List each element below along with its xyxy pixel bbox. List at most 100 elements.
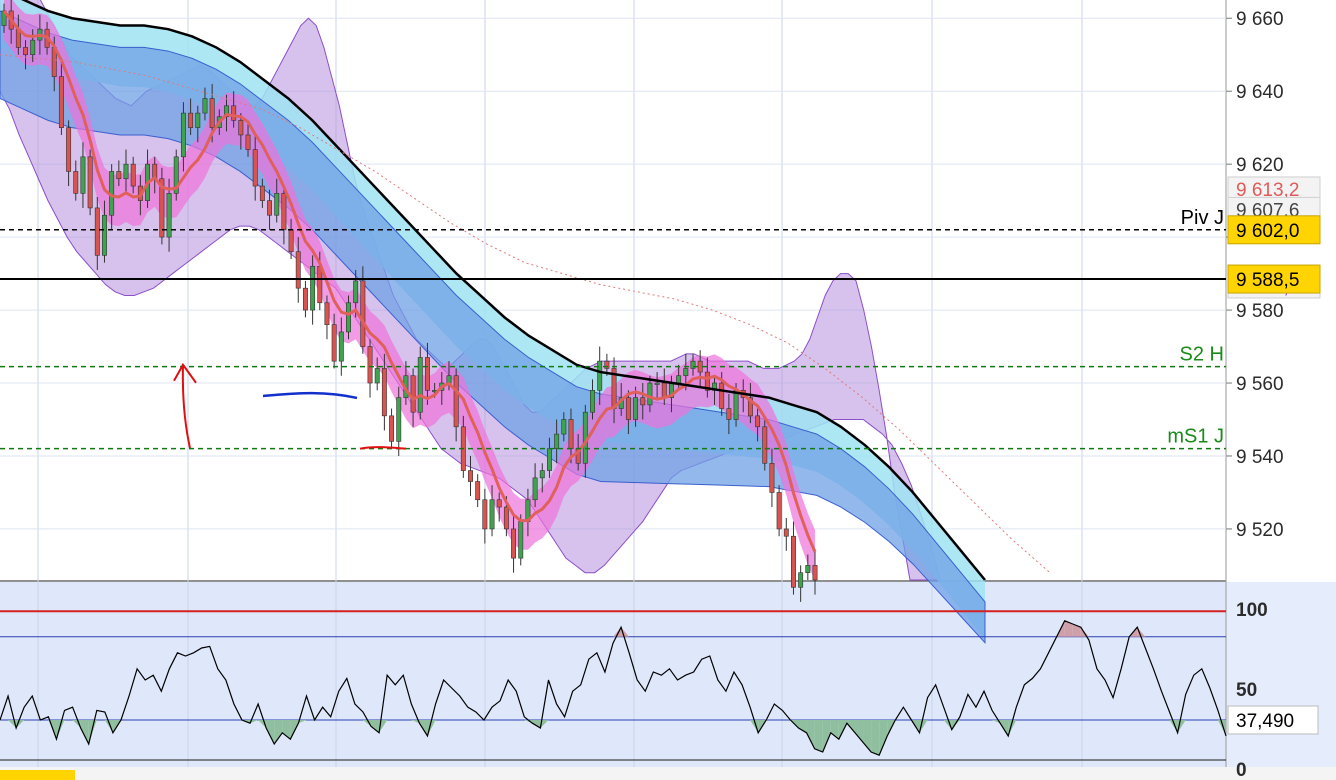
candle-body-94	[676, 375, 682, 384]
candle-body-4	[30, 39, 36, 56]
osc-low-fill-48	[379, 720, 388, 733]
osc-low-fill-67	[532, 720, 541, 728]
candle-body-92	[661, 382, 667, 398]
candle-body-67	[482, 499, 488, 530]
osc-last-value-box	[1227, 705, 1319, 735]
price-tick-label-1: 9 640	[1236, 82, 1284, 103]
candle-body-108	[776, 492, 782, 530]
price-tick-label-7: 9 520	[1236, 520, 1284, 541]
candle-body-76	[546, 448, 552, 471]
oscillator-line	[0, 620, 1227, 756]
candle-body-112	[805, 565, 811, 574]
candle-body-83	[597, 360, 603, 391]
candle-body-22	[159, 178, 165, 238]
candle-body-9	[66, 127, 72, 172]
osc-low-fill-35	[274, 720, 283, 744]
candle-body-113	[812, 565, 818, 581]
candle-body-12	[87, 156, 93, 209]
band-cyan	[0, 0, 985, 640]
price-tick-label-2: 9 620	[1236, 155, 1284, 176]
osc-low-fill-110	[879, 720, 888, 756]
level-tag-label-1: 9 588,5	[1236, 270, 1299, 291]
osc-low-fill-36	[282, 720, 291, 740]
osc-low-fill-47	[371, 720, 380, 733]
candle-body-16	[116, 171, 122, 180]
candle-body-68	[489, 499, 495, 530]
candle-body-42	[302, 287, 308, 311]
candle-body-43	[310, 265, 316, 311]
candle-body-33	[238, 120, 244, 136]
osc-high-fill-135	[1080, 627, 1089, 637]
candle-body-65	[468, 470, 473, 482]
osc-low-fill-14	[104, 720, 113, 733]
candle-body-109	[783, 528, 789, 537]
annotation-blue-stroke	[262, 391, 358, 400]
level-tag-box-1	[1227, 264, 1321, 294]
candle-body-10	[73, 171, 79, 194]
candle-body-75	[539, 470, 545, 479]
candle-body-47	[338, 331, 344, 362]
annotation-red-stroke	[359, 446, 407, 450]
candle-body-77	[554, 433, 560, 449]
candle-body-101	[726, 408, 732, 420]
candle-body-55	[396, 397, 402, 442]
candle-body-44	[317, 265, 323, 304]
candle-body-59	[424, 357, 430, 391]
bottom-yellow-tab	[0, 770, 75, 780]
price-tick-label-0: 9 660	[1236, 9, 1284, 30]
candle-body-88	[633, 397, 639, 420]
bottom-strip	[0, 767, 1336, 780]
candle-body-57	[410, 375, 416, 413]
osc-low-fill-100	[798, 720, 807, 733]
candle-body-82	[590, 390, 595, 413]
candle-body-90	[647, 382, 653, 406]
candle-body-89	[640, 397, 646, 406]
candle-body-49	[353, 280, 359, 304]
annotation-red-arrow-head	[173, 362, 197, 384]
candle-body-27	[195, 112, 201, 128]
moving-averages	[0, 0, 1051, 581]
candle-body-25	[180, 112, 186, 158]
candle-body-18	[130, 163, 136, 187]
osc-low-fill-11	[80, 720, 89, 744]
annotation-red-arrow-shaft	[181, 364, 191, 449]
candle-body-39	[281, 193, 287, 231]
candle-body-50	[360, 280, 366, 347]
osc-high-fill-142	[1137, 627, 1146, 637]
osc-low-fill-152	[1217, 720, 1226, 736]
candle-body-72	[518, 521, 524, 559]
level-label-0: Piv J	[1181, 207, 1224, 229]
candle-body-28	[202, 98, 208, 114]
oscillator-axis-background	[1226, 582, 1336, 767]
osc-low-fill-109	[871, 720, 880, 756]
osc-high-fill-134	[1072, 624, 1081, 637]
candle-body-69	[496, 499, 502, 508]
annotations	[173, 362, 407, 450]
candle-body-35	[252, 149, 258, 187]
candle-body-87	[625, 397, 631, 420]
candle-body-78	[561, 419, 567, 435]
candle-body-32	[231, 105, 237, 121]
candle-body-79	[568, 419, 574, 449]
candle-body-96	[690, 360, 696, 369]
candle-body-41	[295, 251, 301, 289]
candle-body-45	[324, 302, 330, 325]
candle-body-24	[173, 156, 179, 194]
candle-body-53	[381, 368, 387, 417]
osc-low-fill-146	[1169, 720, 1178, 733]
oscillator-panel: 100 50 0 37,490	[0, 600, 1319, 780]
candle-body-52	[374, 368, 380, 384]
osc-low-fill-8	[56, 720, 65, 740]
candle-body-106	[762, 426, 768, 464]
candle-body-74	[532, 477, 538, 501]
price-tick-label-6: 9 540	[1236, 447, 1284, 468]
osc-low-fill-102	[814, 720, 823, 752]
osc-low-fill-107	[854, 720, 864, 743]
osc-low-fill-68	[540, 720, 549, 728]
level-tag-label-0: 9 602,0	[1236, 221, 1299, 242]
candle-body-66	[475, 481, 481, 501]
level-label-3: mS1 J	[1167, 426, 1224, 448]
osc-low-fill-12	[88, 720, 97, 744]
candle-body-100	[719, 382, 725, 409]
